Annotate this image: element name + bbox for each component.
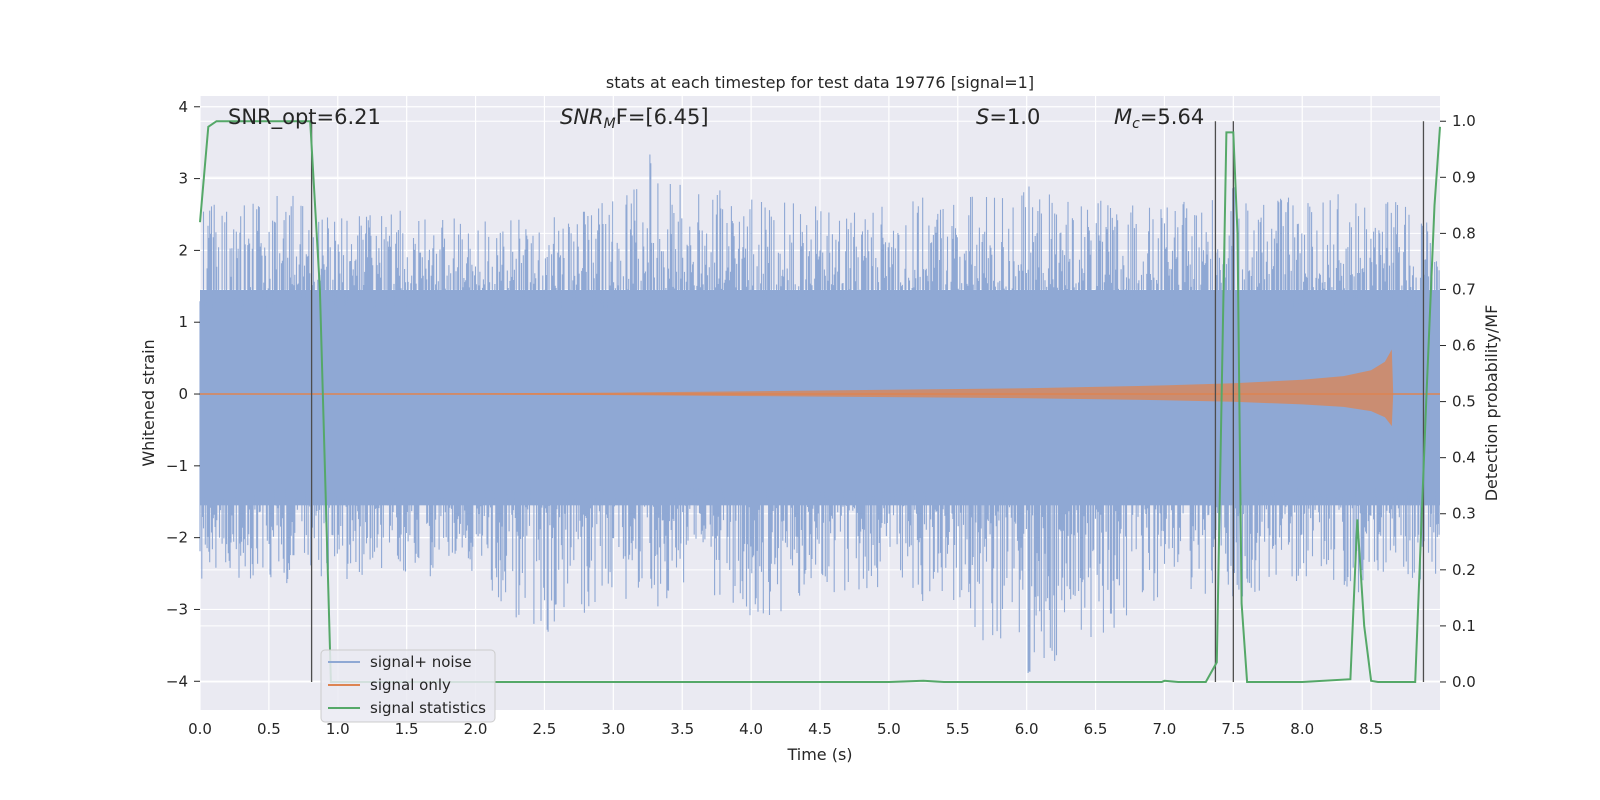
signal-only-envelope [200,349,1440,427]
annotation-snr-mf: SNRMF=[6.45] [560,105,709,132]
legend-label-noise: signal+ noise [370,653,472,671]
x-tick-label: 0.5 [257,720,281,738]
y2-axis-label: Detection probability/MF [1482,305,1501,502]
legend: signal+ noise signal only signal statist… [320,649,496,723]
annotation-snr-mf-suffix: F=[6.45] [616,105,709,129]
annotation-mc: Mc=5.64 [1114,105,1204,132]
y2-tick-label: 0.4 [1452,449,1476,467]
legend-label-stats: signal statistics [370,699,486,717]
statistics-line [199,120,1441,683]
y-tick-label: 2 [178,241,188,259]
chart-title: stats at each timestep for test data 197… [606,73,1034,92]
y2-tick-label: 1.0 [1452,112,1476,130]
y-tick-label: 1 [178,313,188,331]
x-axis-label: Time (s) [786,745,852,764]
x-tick-label: 5.5 [946,720,970,738]
y-tick-label: 3 [178,170,188,188]
y2-tick-label: 0.2 [1452,561,1476,579]
y2-tick-label: 0.0 [1452,673,1476,691]
y2-tick-label: 0.8 [1452,224,1476,242]
series-signal-statistics [199,120,1441,683]
x-tick-label: 2.0 [464,720,488,738]
y-tick-label: −3 [166,600,188,618]
y2-tick-label: 0.5 [1452,393,1476,411]
annotation-snr-mf-label: SNR [560,105,604,129]
annotation-mc-value: =5.64 [1140,105,1204,129]
y-tick-label: 4 [178,98,188,116]
y2-tick-label: 0.7 [1452,280,1476,298]
x-tick-label: 8.5 [1359,720,1383,738]
x-tick-label: 6.0 [1015,720,1039,738]
x-tick-label: 3.0 [601,720,625,738]
x-tick-label: 1.0 [326,720,350,738]
y-tick-label: 0 [178,385,188,403]
vertical-markers [310,121,1425,682]
y-axis-label: Whitened strain [139,339,158,466]
annotation-snr-opt: SNR_opt=6.21 [228,105,381,130]
annotation-mc-label: M [1114,105,1132,129]
y2-tick-label: 0.9 [1452,168,1476,186]
legend-label-signal: signal only [370,676,451,694]
y-tick-label: −2 [166,529,188,547]
y2-tick-label: 0.6 [1452,337,1476,355]
x-tick-label: 3.5 [670,720,694,738]
x-tick-label: 4.0 [739,720,763,738]
legend-box [320,649,496,723]
x-tick-label: 7.0 [1153,720,1177,738]
x-tick-label: 7.5 [1221,720,1245,738]
x-tick-label: 1.5 [395,720,419,738]
x-tick-label: 8.0 [1290,720,1314,738]
annotation-mc-sub: c [1132,116,1140,132]
annotation-snr-mf-sub: M [604,116,616,132]
x-tick-label: 2.5 [533,720,557,738]
x-tick-label: 4.5 [808,720,832,738]
y2-tick-label: 0.3 [1452,505,1476,523]
y2-tick-label: 0.1 [1452,617,1476,635]
y-tick-label: −4 [166,672,188,690]
x-axis-ticks: 0.0 0.5 1.0 1.5 2.0 2.5 3.0 3.5 4.0 4.5 5.0 5.5 6.0 6… [188,720,1383,738]
annotation-s: S=1.0 [976,105,1040,129]
x-tick-label: 0.0 [188,720,212,738]
y-tick-label: −1 [166,457,188,475]
annotation-s-value: =1.0 [989,105,1040,129]
y-axis-ticks: 4 3 2 1 0 −1 −2 −3 −4 [166,98,200,690]
x-tick-label: 5.0 [877,720,901,738]
x-tick-label: 6.5 [1084,720,1108,738]
y2-axis-ticks: 1.0 0.9 0.8 0.7 0.6 0.5 0.4 0.3 0.2 0.1 0.0 [1440,112,1476,691]
annotation-s-label: S [976,105,989,129]
